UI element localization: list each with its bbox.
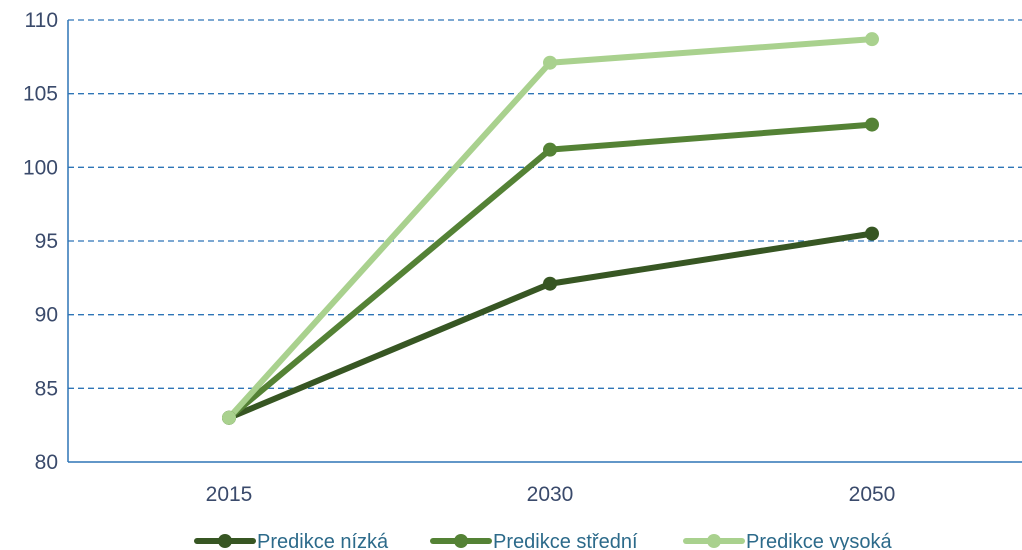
series-line-2 <box>226 121 875 421</box>
legend-item: Predikce vysoká <box>683 531 892 550</box>
x-tick-label: 2050 <box>849 483 896 506</box>
data-point <box>865 32 879 47</box>
y-tick-label: 80 <box>35 451 58 474</box>
y-tick-label: 100 <box>23 156 58 179</box>
legend-label: Predikce vysoká <box>746 531 892 550</box>
y-tick-label: 105 <box>23 83 58 106</box>
legend-swatch-marker <box>454 534 468 548</box>
y-tick-label: 110 <box>25 9 58 32</box>
x-tick-label: 2015 <box>206 483 253 506</box>
legend: Predikce nízká Predikce střední Predikce v… <box>194 531 892 550</box>
legend-swatch-marker <box>707 534 721 548</box>
legend-item: Predikce nízká <box>194 531 389 550</box>
x-tick-label: 2030 <box>527 483 574 506</box>
legend-item: Predikce střední <box>430 531 638 550</box>
data-point <box>543 142 557 157</box>
legend-label: Predikce střední <box>493 531 638 550</box>
y-tick-label: 95 <box>35 230 58 253</box>
y-tick-label: 90 <box>35 304 58 327</box>
data-point <box>543 55 557 70</box>
x-axis-ticks: 2015 2030 2050 <box>206 483 896 506</box>
data-point <box>865 226 879 241</box>
legend-swatch-marker <box>218 534 232 548</box>
gridlines <box>68 19 1022 389</box>
axes <box>67 20 1022 463</box>
y-tick-label: 85 <box>35 377 58 400</box>
data-point <box>222 410 236 425</box>
y-axis-ticks: 80 85 90 95 100 105 110 <box>23 9 58 474</box>
series-lines <box>222 32 879 425</box>
data-point <box>865 117 879 132</box>
series-line-3 <box>226 36 875 421</box>
data-point <box>543 276 557 291</box>
legend-label: Predikce nízká <box>257 531 389 550</box>
series-line-1 <box>226 230 875 421</box>
